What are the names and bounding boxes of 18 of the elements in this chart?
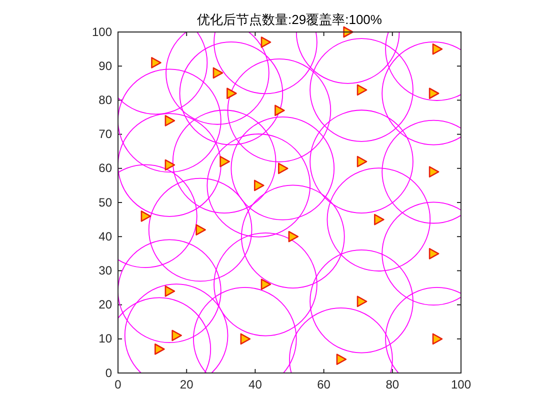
y-tick-label: 40 [98,229,112,244]
x-tick-label: 20 [180,378,194,392]
x-tick-label: 40 [248,378,262,392]
y-tick-label: 70 [98,127,112,142]
y-tick-label: 30 [98,264,112,278]
y-tick-label: 100 [92,24,112,39]
chart-title: 优化后节点数量:29覆盖率:100% [197,12,382,27]
x-tick-label: 80 [386,378,400,392]
y-tick-label: 10 [98,332,112,346]
y-tick-label: 90 [98,58,112,73]
y-tick-label: 60 [98,161,112,176]
y-tick-label: 20 [98,298,112,312]
x-tick-label: 60 [317,378,331,392]
x-tick-label: 0 [114,378,122,392]
y-tick-label: 50 [98,195,112,210]
x-tick-label: 100 [450,378,472,392]
y-tick-label: 80 [98,93,112,108]
y-tick-label: 0 [105,366,112,380]
